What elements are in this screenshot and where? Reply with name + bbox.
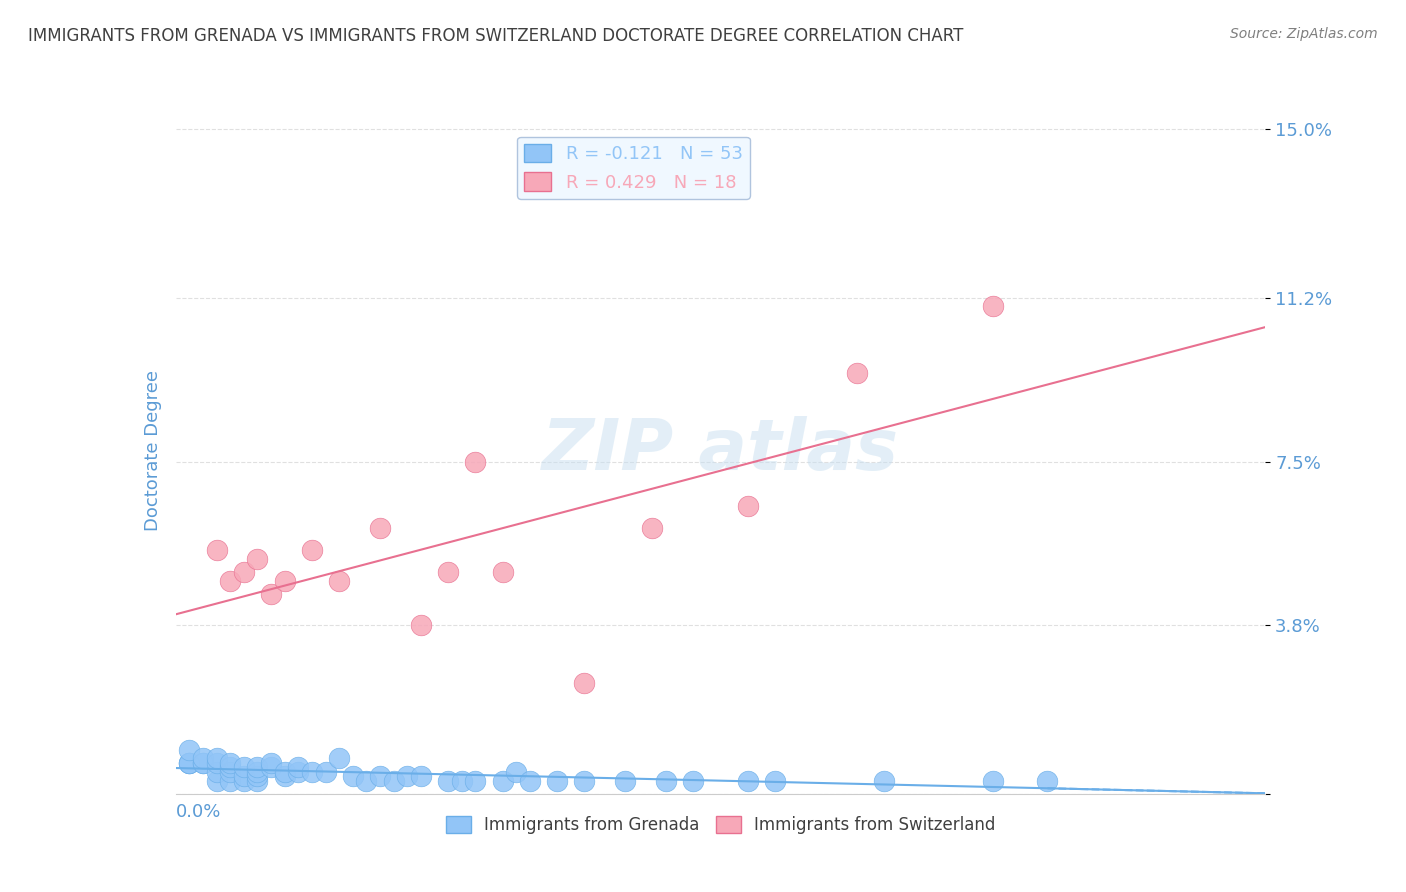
Point (232, 769, 254, 783)
Point (763, 773, 786, 788)
Point (737, 773, 759, 788)
Point (396, 769, 419, 783)
Point (205, 751, 228, 765)
Point (179, 742, 201, 756)
Point (682, 773, 704, 788)
Point (981, 300, 1004, 314)
Point (205, 773, 228, 788)
Point (464, 454, 486, 468)
Text: ZIP atlas: ZIP atlas (541, 416, 900, 485)
Text: Source: ZipAtlas.com: Source: ZipAtlas.com (1230, 27, 1378, 41)
Point (191, 756, 214, 770)
Point (574, 676, 596, 690)
Y-axis label: Doctorate Degree: Doctorate Degree (143, 370, 162, 531)
Point (464, 773, 486, 788)
Point (232, 773, 254, 788)
Point (437, 773, 460, 788)
Text: IMMIGRANTS FROM GRENADA VS IMMIGRANTS FROM SWITZERLAND DOCTORATE DEGREE CORRELAT: IMMIGRANTS FROM GRENADA VS IMMIGRANTS FR… (28, 27, 963, 45)
Point (179, 756, 201, 770)
Point (368, 769, 391, 783)
Point (219, 764, 242, 779)
Point (492, 773, 515, 788)
Point (246, 773, 269, 788)
Point (450, 773, 472, 788)
Point (260, 756, 283, 770)
Point (219, 773, 242, 788)
Point (328, 751, 350, 765)
Point (505, 764, 527, 779)
Point (179, 756, 201, 770)
Point (191, 756, 214, 770)
Point (437, 566, 460, 580)
Point (260, 760, 283, 774)
Point (274, 769, 297, 783)
Point (409, 769, 432, 783)
Point (574, 773, 596, 788)
Point (655, 773, 678, 788)
Point (205, 764, 228, 779)
Point (274, 574, 297, 589)
Text: 0.0%: 0.0% (176, 803, 221, 821)
Point (301, 764, 323, 779)
Point (328, 574, 350, 589)
Point (737, 499, 759, 513)
Point (274, 764, 297, 779)
Point (301, 543, 323, 558)
Point (232, 760, 254, 774)
Point (219, 760, 242, 774)
Point (205, 756, 228, 770)
Point (287, 764, 309, 779)
Point (492, 566, 515, 580)
Point (179, 756, 201, 770)
Point (845, 366, 868, 380)
Point (287, 760, 309, 774)
Point (356, 773, 378, 788)
Point (246, 769, 269, 783)
Point (614, 773, 637, 788)
Point (409, 618, 432, 632)
Point (981, 773, 1004, 788)
Point (1036, 773, 1059, 788)
Point (219, 756, 242, 770)
Point (641, 521, 664, 535)
Point (260, 587, 283, 601)
Point (546, 773, 568, 788)
Point (519, 773, 541, 788)
Point (205, 543, 228, 558)
Point (219, 574, 242, 589)
Point (342, 769, 364, 783)
Point (382, 773, 405, 788)
Point (246, 760, 269, 774)
Point (368, 521, 391, 535)
Point (232, 566, 254, 580)
Point (246, 552, 269, 566)
Point (873, 773, 896, 788)
Point (315, 764, 337, 779)
Point (246, 764, 269, 779)
Point (191, 751, 214, 765)
Legend: R = -0.121   N = 53, R = 0.429   N = 18: R = -0.121 N = 53, R = 0.429 N = 18 (517, 136, 749, 199)
